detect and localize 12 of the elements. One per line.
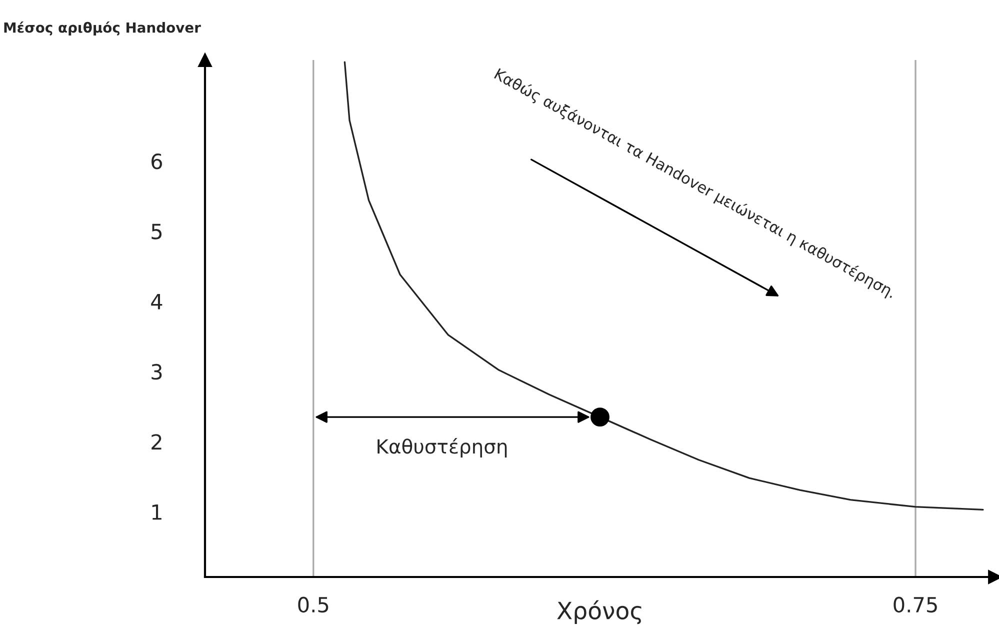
- x-axis-title: Χρόνος: [557, 600, 642, 624]
- y-tick-label: 3: [152, 364, 162, 380]
- y-tick-label: 5: [152, 224, 162, 240]
- y-tick-label: 4: [151, 294, 162, 310]
- x-tick-label: 0.5: [298, 596, 328, 613]
- y-tick-label: 1: [152, 504, 162, 520]
- annotation: Καθυστέρηση: [378, 438, 507, 458]
- y-axis-title: Μέσος αριθμός Handover: [4, 21, 201, 36]
- x-tick-label: 0.75: [894, 596, 937, 613]
- line-series: [344, 61, 984, 510]
- y-tick-label: 2: [152, 434, 162, 450]
- y-tick-label: 6: [152, 153, 162, 170]
